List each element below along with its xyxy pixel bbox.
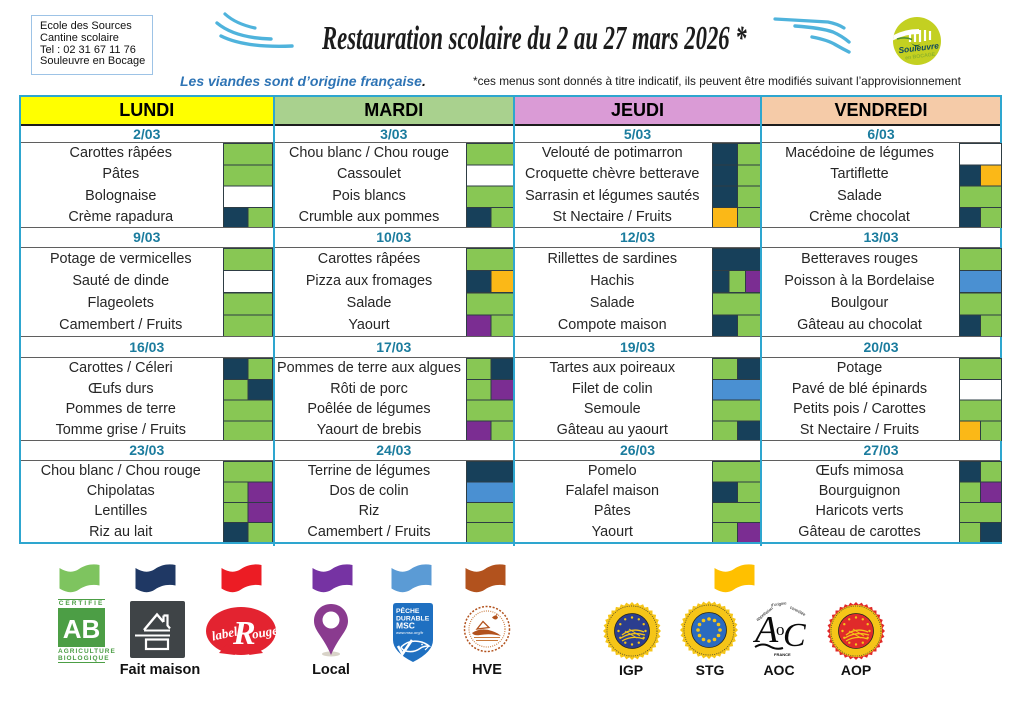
svg-text:FRANCE: FRANCE [774,652,791,657]
svg-text:en BOCAGE: en BOCAGE [905,52,936,62]
svg-text:ouge: ouge [251,622,278,641]
svg-text:PÊCHE: PÊCHE [396,606,420,615]
svg-text:contrôlée: contrôlée [789,605,807,618]
svg-text:R: R [232,615,256,652]
svg-text:DURABLE: DURABLE [396,616,430,623]
svg-text:d’origine: d’origine [770,600,787,607]
svg-text:o: o [776,620,785,639]
svg-text:Souleuvre: Souleuvre [898,40,940,55]
svg-text:label: label [210,623,239,643]
svg-text:MSC: MSC [396,621,415,631]
svg-text:www.msc.org/fr: www.msc.org/fr [396,630,424,635]
svg-text:C: C [783,617,806,654]
